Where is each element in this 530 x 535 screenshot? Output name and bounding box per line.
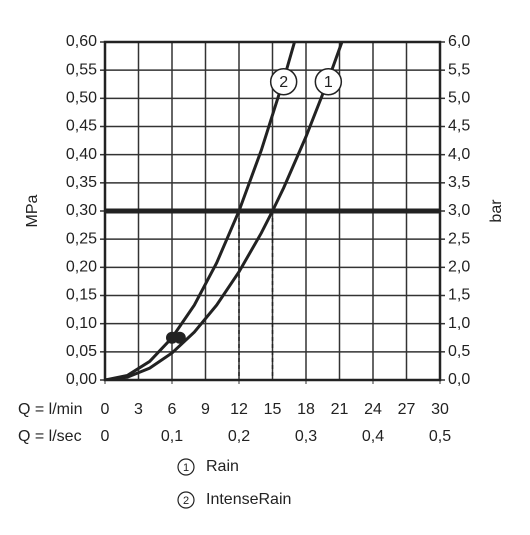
y-tick-label: 0,00 — [66, 371, 97, 388]
y-tick-label: 0,55 — [66, 61, 97, 78]
y2-tick-label: 5,5 — [448, 61, 470, 78]
y2-tick-label: 2,5 — [448, 230, 470, 247]
tag-circle — [314, 67, 343, 96]
y-tick-label: 0,15 — [66, 287, 97, 304]
x2-axis-label: Q = l/sec — [18, 428, 82, 445]
y2-tick-label: 3,0 — [448, 202, 470, 219]
legend-label: Rain — [206, 458, 239, 475]
y-tick-label: 0,20 — [66, 259, 97, 276]
legend-label: IntenseRain — [206, 491, 291, 508]
y-tick-label: 0,30 — [66, 202, 97, 219]
y-tick-label: 0,10 — [66, 315, 97, 332]
x2-tick-label: 0,4 — [362, 428, 384, 445]
y-tick-label: 0,35 — [66, 174, 97, 191]
x-tick-label: 3 — [134, 401, 143, 418]
y-tick-label: 0,40 — [66, 146, 97, 163]
x2-tick-label: 0,3 — [295, 428, 317, 445]
x-tick-label: 27 — [398, 401, 416, 418]
y2-tick-label: 2,0 — [448, 259, 470, 276]
x-tick-label: 21 — [331, 401, 349, 418]
x-tick-label: 18 — [297, 401, 315, 418]
y-tick-label: 0,05 — [66, 343, 97, 360]
legend-circle — [177, 491, 195, 509]
y-tick-label: 0,25 — [66, 230, 97, 247]
x-axis-label: Q = l/min — [18, 401, 82, 418]
x-tick-label: 6 — [168, 401, 177, 418]
x-tick-label: 24 — [364, 401, 382, 418]
x-tick-label: 15 — [264, 401, 282, 418]
x2-tick-label: 0 — [101, 428, 110, 445]
tag-circle — [269, 67, 298, 96]
legend-tag: 2 — [183, 495, 189, 507]
y2-tick-label: 6,0 — [448, 33, 470, 50]
y2-axis-label: bar — [488, 199, 505, 223]
x-tick-label: 30 — [431, 401, 449, 418]
y2-tick-label: 3,5 — [448, 174, 470, 191]
y2-tick-label: 4,0 — [448, 146, 470, 163]
curve-tag: 1 — [324, 74, 333, 91]
y2-tick-label: 4,5 — [448, 118, 470, 135]
y-tick-label: 0,45 — [66, 118, 97, 135]
y2-tick-label: 1,5 — [448, 287, 470, 304]
y-axis-label: MPa — [24, 194, 41, 227]
legend-circle — [177, 458, 195, 476]
x2-tick-label: 0,1 — [161, 428, 183, 445]
x-tick-label: 12 — [230, 401, 248, 418]
y2-tick-label: 5,0 — [448, 90, 470, 107]
marker — [166, 331, 178, 344]
curve-tag: 2 — [279, 74, 288, 91]
y2-tick-label: 0,0 — [448, 371, 470, 388]
x2-tick-label: 0,2 — [228, 428, 250, 445]
y-tick-label: 0,60 — [66, 33, 97, 50]
y2-tick-label: 1,0 — [448, 315, 470, 332]
y-tick-label: 0,50 — [66, 90, 97, 107]
x-tick-label: 0 — [101, 401, 110, 418]
y2-tick-label: 0,5 — [448, 343, 470, 360]
legend-tag: 1 — [183, 462, 189, 474]
x-tick-label: 9 — [201, 401, 210, 418]
x2-tick-label: 0,5 — [429, 428, 451, 445]
series-line — [105, 42, 344, 380]
series-line — [105, 42, 297, 380]
